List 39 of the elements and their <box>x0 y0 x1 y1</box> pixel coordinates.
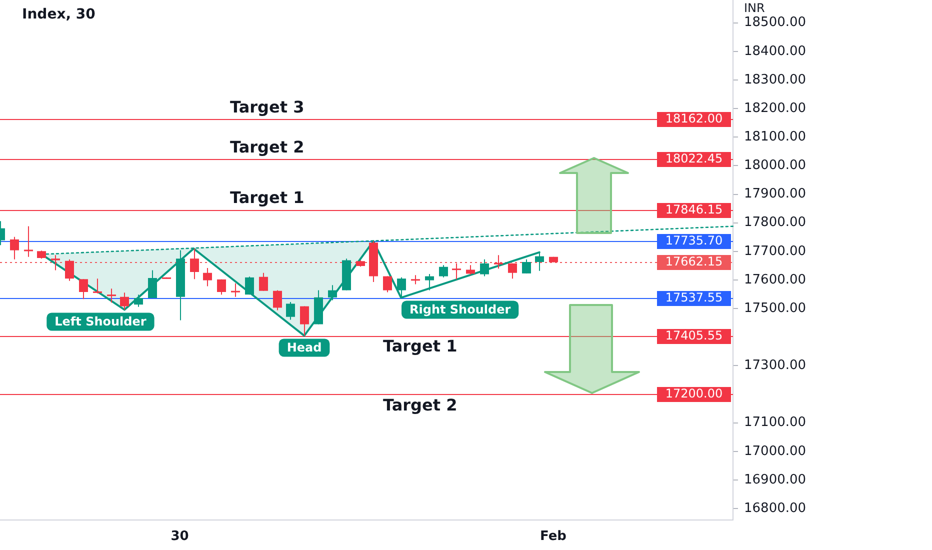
y-tick-label: 17800.00 <box>744 215 806 230</box>
ref-line-label: 17662.15 <box>665 254 723 269</box>
ref-line-label: 17405.55 <box>665 328 723 343</box>
candlestick <box>452 263 461 280</box>
annotation: Target 1 <box>230 188 304 207</box>
text: Index, 30 <box>22 6 96 23</box>
y-axis-title: INR <box>744 1 765 16</box>
x-tick-label: Feb <box>540 529 566 544</box>
y-tick-label: 18200.00 <box>744 100 806 116</box>
candlestick <box>93 278 102 294</box>
ref-line-label: 18162.00 <box>665 112 723 126</box>
ref-line-label: 17735.70 <box>665 234 723 248</box>
y-tick-label: 18000.00 <box>744 158 806 174</box>
y-tick-label: 17300.00 <box>744 358 806 374</box>
y-tick-label: 17100.00 <box>744 415 806 430</box>
y-tick-label: 18100.00 <box>744 130 806 145</box>
annotation: Left Shoulder <box>54 314 146 328</box>
annotation: Right Shoulder <box>410 302 511 316</box>
ref-line-label: 17846.15 <box>665 202 723 217</box>
annotation: Head <box>286 340 322 354</box>
y-tick-label: 16800.00 <box>744 500 806 516</box>
candlestick <box>24 226 33 257</box>
annotation: Target 2 <box>383 395 458 414</box>
annotation: Target 1 <box>383 336 458 356</box>
y-tick-label: 17500.00 <box>744 300 806 316</box>
y-tick-label: 17600.00 <box>744 272 806 288</box>
y-tick-label: 17700.00 <box>744 244 806 259</box>
y-tick-label: 17900.00 <box>744 186 806 202</box>
annotation: Target 2 <box>230 137 304 156</box>
y-tick-label: 18400.00 <box>744 44 806 59</box>
y-tick-label: 17000.00 <box>744 444 806 459</box>
ref-line-label: 18022.45 <box>665 152 723 166</box>
annotation: Target 3 <box>230 98 304 117</box>
ref-line-label: 17537.55 <box>665 290 723 305</box>
x-tick-label: 30 <box>170 529 189 544</box>
y-tick-label: 18300.00 <box>744 72 806 88</box>
y-tick-label: 16900.00 <box>744 472 806 488</box>
y-tick-label: 18500.00 <box>744 15 806 30</box>
ref-line-label: 17200.00 <box>665 386 723 401</box>
